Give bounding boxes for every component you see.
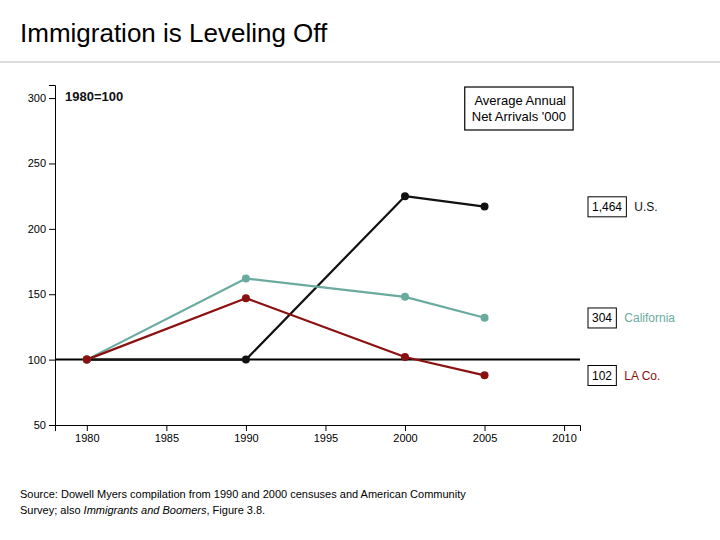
end-label-text: 1,464 [592, 200, 622, 214]
x-tick-mark [87, 425, 88, 431]
end-label-box [588, 366, 616, 386]
x-tick: 1990 [234, 425, 258, 444]
x-tick-mark [485, 425, 486, 431]
y-tick-mark [49, 294, 55, 295]
y-tick-label: 50 [34, 419, 46, 431]
note-frame [465, 87, 573, 130]
end-label-text: 304 [592, 311, 612, 325]
x-tick: 2000 [393, 425, 417, 444]
x-tick-mark [246, 425, 247, 431]
x-tick-label: 1985 [155, 432, 179, 444]
x-axis-line [56, 426, 581, 432]
note-line: Average Annual [474, 93, 566, 108]
series-point [481, 371, 489, 379]
chart-svg: Immigration is Leveling Off1980198519901… [0, 0, 720, 540]
y-tick-mark [49, 360, 55, 361]
end-label: 304 California [588, 308, 675, 328]
series-label: LA Co. [624, 369, 660, 383]
end-label-box [588, 308, 616, 328]
series-line [87, 196, 485, 359]
end-label-box [588, 197, 626, 217]
x-tick-mark [166, 425, 167, 431]
series-point [481, 314, 489, 322]
y-tick-label: 250 [28, 157, 46, 169]
y-tick: 200 [28, 223, 55, 235]
x-tick-mark [405, 425, 406, 431]
note-box: Average AnnualNet Arrivals '000 [465, 87, 573, 130]
series-point [401, 192, 409, 200]
y-tick-mark [49, 98, 55, 99]
end-label: 102 LA Co. [588, 366, 660, 386]
annotations: 1980=100 1,464 U.S. 304 California 102 LA Co. A… [20, 87, 675, 516]
source-part: , Figure 3.8. [206, 504, 265, 516]
series-label: U.S. [634, 200, 657, 214]
x-tick-label: 1995 [314, 432, 338, 444]
y-axis-line [49, 86, 56, 426]
x-tick-label: 2010 [552, 432, 576, 444]
series-point [242, 275, 250, 283]
series-point [481, 203, 489, 211]
series [83, 294, 489, 379]
series [83, 275, 489, 364]
end-label-text: 102 [592, 369, 612, 383]
y-tick-mark [49, 229, 55, 230]
y-tick: 100 [28, 354, 55, 366]
x-tick: 1985 [155, 425, 179, 444]
x-tick: 2010 [552, 425, 576, 444]
series-point [83, 356, 91, 364]
x-tick: 2005 [473, 425, 497, 444]
source-line: Source: Dowell Myers compilation from 19… [20, 488, 466, 500]
y-tick-label: 150 [28, 288, 46, 300]
note: Average AnnualNet Arrivals '000 [472, 93, 566, 124]
x-tick-label: 1990 [234, 432, 258, 444]
end-label: 1,464 U.S. [588, 197, 658, 217]
x-tick: 1980 [75, 425, 99, 444]
x-axis: 1980 1985 1990 1995 2000 2005 2010 [56, 425, 581, 444]
series-point [242, 294, 250, 302]
series-line [87, 279, 485, 360]
x-tick: 1995 [314, 425, 338, 444]
y-tick: 250 [28, 157, 55, 169]
source-part: Immigrants and Boomers [84, 504, 207, 516]
source-line: Survey; also Immigrants and Boomers, Fig… [20, 504, 265, 516]
x-tick-label: 1980 [75, 432, 99, 444]
y-tick: 150 [28, 288, 55, 300]
x-tick-label: 2005 [473, 432, 497, 444]
title: Immigration is Leveling Off [20, 18, 328, 48]
y-tick: 50 [34, 419, 55, 431]
x-tick-mark [325, 425, 326, 431]
source-part: Survey; also [20, 504, 84, 516]
series-point [83, 356, 91, 364]
y-axis: 50 100 150 200 250 300 [28, 86, 56, 432]
x-tick-label: 2000 [393, 432, 417, 444]
title-rule [0, 62, 720, 63]
y-tick-mark [49, 425, 55, 426]
series-point [401, 293, 409, 301]
series-point [401, 353, 409, 361]
series-point [83, 356, 91, 364]
y-tick-label: 200 [28, 223, 46, 235]
x-tick-mark [564, 425, 565, 431]
note-line: Net Arrivals '000 [472, 109, 566, 124]
y-tick: 300 [28, 92, 55, 104]
y-tick-label: 300 [28, 92, 46, 104]
y-tick-label: 100 [28, 354, 46, 366]
series-line [87, 298, 485, 375]
y-tick-mark [49, 163, 55, 164]
subtitle: 1980=100 [65, 89, 123, 104]
series-label: California [624, 311, 675, 325]
plot-area [55, 192, 580, 379]
series-point [242, 356, 250, 364]
